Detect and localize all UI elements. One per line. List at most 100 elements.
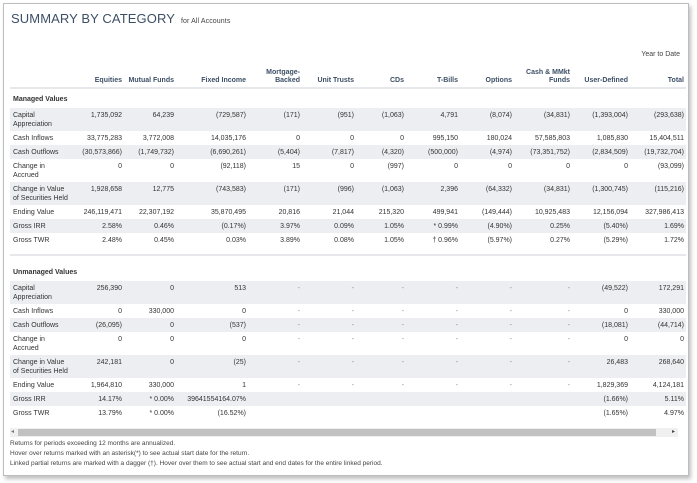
cell-value: 0 — [118, 162, 122, 170]
cell-value: 995,150 — [432, 134, 458, 142]
cell-value: - — [351, 381, 354, 389]
cell-value: (4,320) — [356, 145, 406, 159]
horizontal-scrollbar[interactable]: ◂ ▸ — [10, 428, 678, 437]
cell-value: - — [302, 318, 356, 332]
cell-value: (4.90%) — [460, 219, 514, 233]
cell-value: (7,817) — [302, 145, 356, 159]
cell-value: - — [514, 281, 572, 304]
column-header: User-Defined — [572, 64, 630, 89]
table-row: Cash Outflows (26,095) 0 (537) - - - - - - (18,081… — [10, 318, 686, 332]
cell-value: - — [297, 307, 300, 315]
cell-value: - — [460, 355, 514, 378]
cell-value: 1 — [242, 381, 246, 389]
table-row: Gross TWR 2.48% 0.45% 0.03% 3.89% 0.08% 1.05% †… — [10, 233, 686, 247]
footnote: Returns for periods exceeding 12 months … — [10, 440, 176, 447]
cell-value: 33,775,283 — [86, 134, 122, 142]
cell-value: 0 — [508, 162, 512, 170]
cell-value: - — [248, 355, 302, 378]
cell-value: (1,749,732) — [124, 145, 176, 159]
cell-value: 4.97% — [664, 409, 684, 417]
row-label: Ending Value — [13, 381, 55, 389]
cell-value: 0.09% — [302, 219, 356, 233]
cell-value: (1,393,004) — [572, 108, 630, 131]
cell-value: - — [297, 381, 300, 389]
cell-value: - — [302, 355, 356, 378]
cell-value: 242,181 — [70, 355, 124, 378]
cell-value: 499,941 — [432, 208, 458, 216]
summary-table: Equities Mutual Funds Fixed Income Mortgage… — [10, 64, 686, 420]
cell-value: 14,035,176 — [210, 134, 246, 142]
row-label: Cash Inflows — [13, 307, 54, 315]
cell-value: 215,320 — [378, 208, 404, 216]
spacer-row — [10, 247, 686, 256]
cell-value: 15 — [292, 162, 300, 170]
cell-value: 1.05% — [356, 219, 406, 233]
cell-value: * 0.00% — [124, 392, 176, 406]
scroll-right-icon[interactable]: ▸ — [671, 429, 675, 435]
cell-value: (25) — [176, 355, 248, 378]
table-row: Gross IRR 2.58% 0.46% (0.17%) 3.97% 0.09% 1.05… — [10, 219, 686, 233]
cell-value: 246,119,471 — [83, 208, 122, 216]
cell-value: (171) — [248, 182, 302, 205]
cell-value: 1,928,658 — [70, 182, 124, 205]
cell-value: - — [509, 335, 512, 343]
cell-value: - — [302, 281, 356, 304]
scroll-left-icon[interactable]: ◂ — [11, 429, 15, 435]
cell-value: (19,732,704) — [630, 145, 686, 159]
section-header: Managed Values — [10, 88, 686, 108]
cell-value: - — [351, 307, 354, 315]
cell-value: (5,404) — [248, 145, 302, 159]
cell-value — [356, 406, 406, 420]
cell-value: 330,000 — [658, 307, 684, 315]
cell-value: 0 — [624, 307, 628, 315]
cell-value: - — [455, 307, 458, 315]
report-panel: SUMMARY BY CATEGORY for All Accounts Year… — [3, 3, 689, 476]
cell-value: 20,816 — [278, 208, 300, 216]
cell-value: - — [567, 335, 570, 343]
label-header — [10, 64, 70, 89]
cell-value: 1,964,810 — [90, 381, 122, 389]
cell-value: 0 — [170, 162, 174, 170]
table-row: Cash Inflows 33,775,283 3,772,008 14,035,17… — [10, 131, 686, 145]
cell-value — [302, 392, 356, 406]
cell-value: (34,831) — [514, 108, 572, 131]
cell-value: 0 — [350, 162, 354, 170]
cell-value — [302, 406, 356, 420]
cell-value — [460, 392, 514, 406]
table-row: Ending Value 1,964,810 330,000 1 - - - - - - 1,829… — [10, 378, 686, 392]
cell-value: 0 — [566, 162, 570, 170]
cell-value: 0 — [624, 335, 628, 343]
cell-value: 2.48% — [102, 236, 122, 244]
cell-value: (729,587) — [176, 108, 248, 131]
cell-value: 4,791 — [406, 108, 460, 131]
cell-value: 12,775 — [124, 182, 176, 205]
cell-value: - — [406, 318, 460, 332]
table-row: Change in Value of Securities Held 242,18… — [10, 355, 686, 378]
cell-value: (93,099) — [657, 162, 684, 170]
column-header: Total — [630, 64, 686, 89]
cell-value: 64,239 — [124, 108, 176, 131]
cell-value: - — [567, 381, 570, 389]
row-label: Cash Inflows — [13, 134, 54, 142]
cell-value — [248, 392, 302, 406]
cell-value: (997) — [387, 162, 404, 170]
column-header: Mutual Funds — [124, 64, 176, 89]
cell-value: 0.03% — [226, 236, 246, 244]
table-row: Change in Accrued 0 0 0 - - - - - - 0 0 — [10, 332, 686, 355]
cell-value: 14.17% — [70, 392, 124, 406]
cell-value: - — [509, 381, 512, 389]
section-title: Unmanaged Values — [13, 269, 78, 276]
cell-value: - — [401, 335, 404, 343]
cell-value: (171) — [248, 108, 302, 131]
cell-value: 0 — [296, 134, 300, 142]
cell-value — [406, 406, 460, 420]
row-label: Gross IRR — [10, 219, 70, 233]
spacer-row — [10, 255, 686, 262]
scrollbar-thumb[interactable] — [18, 429, 656, 436]
spacer — [10, 255, 686, 262]
cell-value: (44,714) — [630, 318, 686, 332]
cell-value: † 0.96% — [432, 236, 458, 244]
cell-value: 0 — [124, 281, 176, 304]
cell-value: 0.46% — [124, 219, 176, 233]
cell-value: (1,063) — [356, 108, 406, 131]
